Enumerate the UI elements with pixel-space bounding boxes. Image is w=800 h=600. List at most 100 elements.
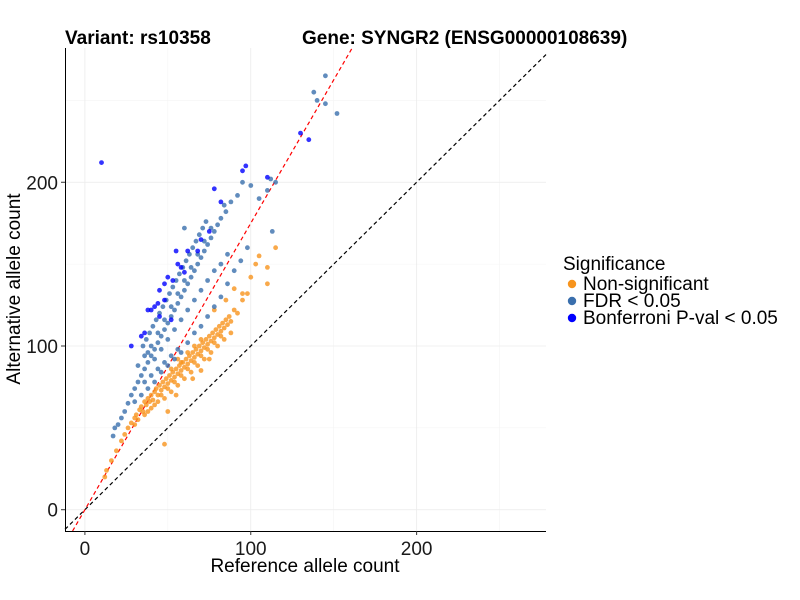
data-point bbox=[135, 379, 141, 385]
data-point bbox=[265, 188, 270, 193]
data-point bbox=[168, 317, 174, 323]
data-point bbox=[178, 360, 184, 365]
data-point bbox=[218, 261, 224, 267]
data-point bbox=[190, 245, 196, 251]
data-point bbox=[132, 422, 138, 427]
data-point bbox=[155, 392, 161, 398]
data-point bbox=[170, 278, 176, 283]
legend-item: FDR < 0.05 bbox=[567, 291, 681, 312]
data-point bbox=[128, 343, 134, 349]
data-point bbox=[148, 373, 154, 378]
data-point bbox=[145, 307, 151, 313]
data-point bbox=[165, 274, 171, 280]
data-point bbox=[265, 174, 270, 180]
data-point bbox=[175, 301, 181, 306]
data-point bbox=[185, 366, 191, 372]
data-point bbox=[203, 337, 209, 342]
data-point bbox=[122, 409, 128, 414]
legend-swatch bbox=[567, 296, 577, 306]
y-axis-title: Alternative allele count bbox=[4, 193, 25, 385]
data-point bbox=[178, 373, 184, 378]
data-point bbox=[206, 356, 212, 362]
data-point bbox=[195, 251, 201, 257]
data-point bbox=[220, 320, 226, 326]
x-axis-title: Reference allele count bbox=[210, 556, 400, 577]
axes bbox=[65, 48, 546, 532]
legend-item: Bonferroni P-val < 0.05 bbox=[567, 308, 778, 329]
data-point bbox=[192, 343, 197, 349]
data-point bbox=[157, 310, 162, 316]
data-point bbox=[142, 379, 148, 385]
data-point bbox=[175, 346, 181, 352]
data-point bbox=[158, 369, 164, 375]
data-point bbox=[160, 304, 166, 310]
data-point bbox=[240, 297, 245, 303]
data-point bbox=[256, 253, 262, 259]
data-point bbox=[175, 261, 181, 267]
legend-item: Non-significant bbox=[567, 274, 709, 295]
data-point bbox=[235, 193, 240, 198]
data-point bbox=[201, 248, 207, 254]
data-point bbox=[188, 274, 194, 280]
data-point bbox=[152, 379, 158, 385]
legend-label: Non-significant bbox=[583, 274, 709, 295]
legend-title: Significance bbox=[563, 254, 665, 275]
data-point bbox=[119, 415, 124, 421]
data-point bbox=[142, 330, 148, 336]
data-point bbox=[170, 284, 176, 290]
data-point bbox=[160, 379, 166, 385]
data-point bbox=[145, 360, 151, 365]
data-point bbox=[198, 255, 204, 260]
data-point bbox=[119, 438, 124, 444]
data-point bbox=[132, 386, 138, 391]
data-point bbox=[231, 286, 237, 292]
data-point bbox=[155, 399, 161, 405]
data-point bbox=[150, 323, 156, 329]
series-2 bbox=[99, 130, 312, 349]
data-point bbox=[226, 314, 232, 319]
legend-swatch bbox=[567, 313, 577, 323]
data-point bbox=[183, 258, 189, 264]
data-point bbox=[256, 196, 262, 202]
data-point bbox=[138, 373, 144, 378]
data-point bbox=[172, 307, 177, 313]
data-point bbox=[265, 265, 270, 270]
data-point bbox=[190, 350, 196, 355]
data-point bbox=[165, 337, 171, 342]
data-point bbox=[323, 73, 328, 79]
data-point bbox=[273, 179, 278, 185]
data-point bbox=[235, 310, 240, 316]
data-point bbox=[198, 323, 204, 329]
data-point bbox=[172, 327, 177, 332]
data-point bbox=[143, 337, 149, 342]
y-tick-label: 200 bbox=[26, 173, 58, 194]
data-point bbox=[135, 417, 141, 423]
data-point bbox=[162, 281, 167, 287]
data-point bbox=[205, 341, 211, 347]
data-point bbox=[165, 320, 171, 326]
data-point bbox=[198, 337, 204, 342]
data-point bbox=[211, 307, 217, 313]
data-point bbox=[182, 269, 187, 275]
data-point bbox=[148, 392, 154, 398]
x-tick-label: 0 bbox=[80, 539, 91, 560]
data-point bbox=[175, 382, 181, 388]
data-point bbox=[306, 137, 312, 143]
data-point bbox=[162, 441, 167, 447]
data-point bbox=[198, 353, 204, 359]
data-point bbox=[112, 425, 118, 431]
data-point bbox=[152, 356, 158, 362]
data-point bbox=[132, 399, 138, 405]
data-point bbox=[102, 474, 108, 480]
data-point bbox=[221, 202, 227, 208]
data-point bbox=[157, 314, 162, 319]
data-point bbox=[142, 353, 148, 359]
data-point bbox=[192, 355, 197, 360]
data-point bbox=[158, 346, 164, 352]
data-point bbox=[148, 405, 154, 411]
data-point bbox=[172, 356, 177, 362]
data-point bbox=[208, 235, 214, 241]
data-point bbox=[198, 287, 204, 293]
data-point bbox=[218, 294, 224, 300]
